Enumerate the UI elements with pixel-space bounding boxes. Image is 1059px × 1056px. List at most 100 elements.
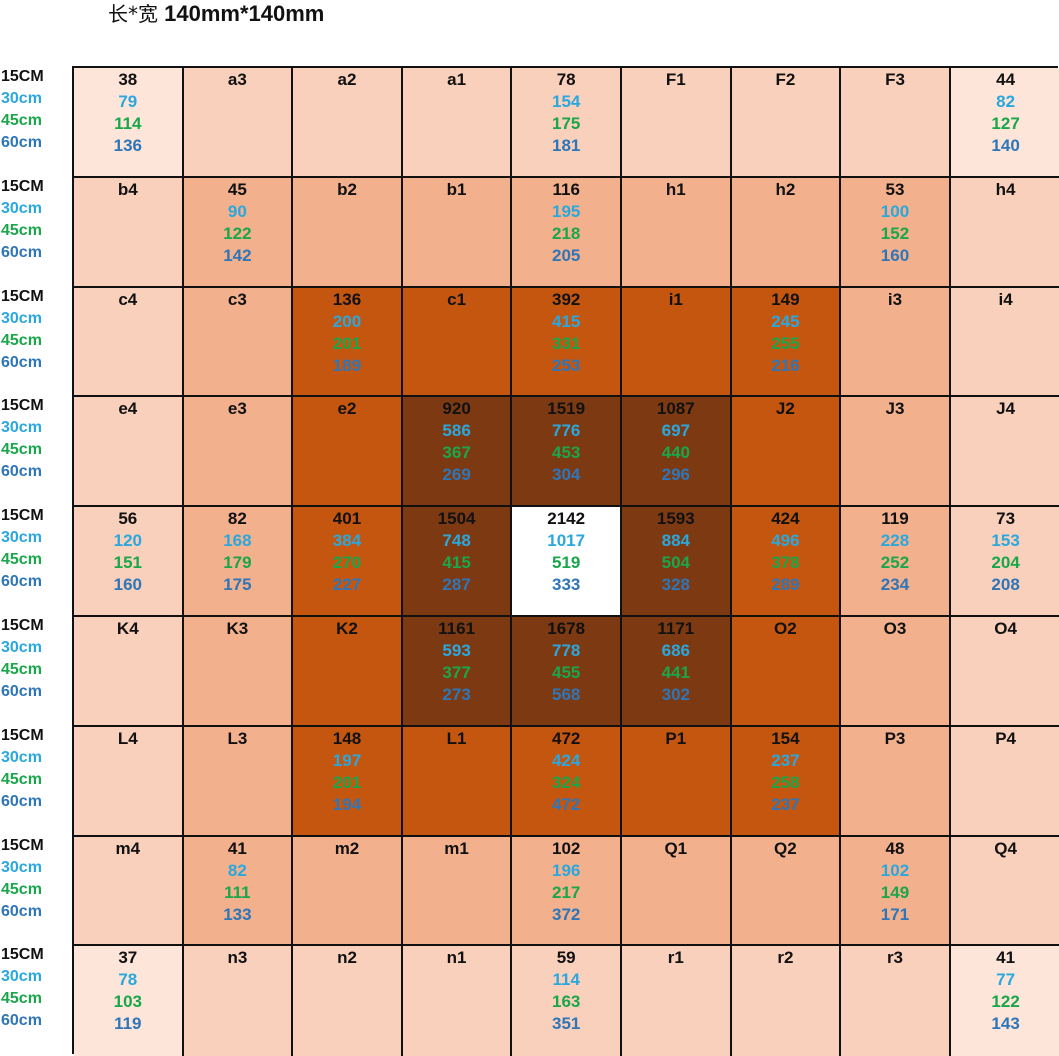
data-label: 41 [227,838,247,858]
data-label: 154 [771,728,800,748]
data-label: 120 [113,531,142,551]
heatmap-cell: L3 [183,726,294,837]
data-label: 331 [552,333,581,353]
data-label: 195 [552,201,581,221]
row-label: 60cm [1,683,42,700]
data-label: 378 [771,553,800,573]
data-label: 377 [442,663,471,682]
data-label: 372 [552,904,581,924]
data-label: 351 [552,1014,581,1034]
cell-id-label: i1 [668,289,683,309]
cell-id-label: n1 [446,948,467,968]
data-label: 227 [332,575,362,595]
data-label: 127 [991,114,1020,133]
data-label: 152 [880,223,910,243]
heatmap-cell: e2 [293,397,403,508]
heatmap-cell: 154 237 258 237 [731,726,842,837]
heatmap-cell: Q4 [950,836,1059,947]
heatmap-cell: c4 [74,287,184,398]
cell-id-label: b4 [117,179,138,199]
data-label: 384 [332,531,362,551]
data-label: 748 [442,531,471,551]
heatmap-cell: 102 196 217 372 [512,836,622,947]
data-label: 2142 [547,509,586,529]
row-label-group: 15CM 30cm 45cm 60cm [0,615,72,725]
heatmap-cell: 56 120 151 160 [74,507,184,617]
data-label: 37 [118,948,138,968]
data-label: 149 [771,289,800,309]
data-label: 245 [771,311,800,331]
row-label: 15CM [1,946,44,964]
row-label-group: 15CM 30cm 45cm 60cm [0,395,72,505]
row-label: 30cm [1,309,42,327]
row-label: 15CM [1,177,44,195]
data-label: 273 [442,685,471,704]
row-label: 60cm [1,792,42,810]
data-label: 216 [771,355,800,375]
data-label: 179 [223,553,252,573]
heatmap-cell: 45 90 122 142 [183,177,294,288]
cell-id-label: F2 [775,70,796,89]
data-label: 302 [661,685,690,704]
data-label: 324 [552,772,581,792]
data-label: 196 [552,860,581,880]
cell-id-label: J2 [775,399,795,419]
data-label: 181 [552,136,581,155]
heatmap-cell: K2 [293,617,403,727]
data-label: 296 [661,465,690,485]
data-label: 424 [552,750,581,770]
data-label: 586 [442,421,471,441]
data-label: 237 [771,750,800,770]
cell-id-label: r1 [667,948,684,968]
heatmap-cell: 149 245 255 216 [731,287,842,398]
row-label-group: 15CM 30cm 45cm 60cm [0,725,72,835]
heatmap-cell: i3 [841,287,951,398]
row-label: 45cm [1,770,42,788]
heatmap-cell: r3 [841,946,951,1056]
data-label: 884 [661,531,690,551]
cell-id-label: P3 [884,728,906,748]
data-label: 234 [880,575,910,595]
cell-id-label: Q4 [994,838,1017,858]
cell-id-label: a3 [227,70,247,89]
data-label: 136 [113,136,142,155]
data-label: 143 [991,1014,1020,1034]
data-label: 200 [332,311,362,331]
heatmap-cell: 392 415 331 253 [512,287,622,398]
heatmap-cell: 920 586 367 269 [402,397,513,508]
cell-id-label: m4 [115,838,141,858]
data-label: 148 [332,728,362,748]
heatmap-cell: m1 [402,836,513,947]
cell-id-label: r3 [886,948,904,968]
row-label: 60cm [1,134,42,151]
data-label: 415 [442,553,471,573]
row-label-group: 15CM 30cm 45cm 60cm [0,835,72,945]
heatmap-cell: 472 424 324 472 [512,726,622,837]
row-label: 15CM [1,507,44,525]
data-label: 440 [661,443,690,463]
heatmap-cell: 1593 884 504 328 [622,507,732,617]
data-label: 1593 [656,509,695,529]
data-label: 78 [118,970,138,990]
row-label: 45cm [1,551,42,569]
cell-id-label: O3 [883,619,907,638]
data-label: 102 [880,860,910,880]
row-label: 45cm [1,331,42,349]
data-label: 56 [118,509,138,529]
cell-id-label: a1 [447,70,467,89]
heatmap-cell: a2 [293,68,403,178]
data-label: 697 [661,421,690,441]
cell-id-label: L3 [227,728,248,748]
data-label: 111 [224,882,251,902]
heatmap-cell: P3 [841,726,951,837]
row-label: 15CM [1,287,44,305]
data-label: 102 [552,838,581,858]
row-label: 30cm [1,199,42,217]
data-label: 154 [552,92,581,111]
cell-id-label: Q2 [774,838,797,858]
cell-id-label: O2 [774,619,797,638]
heatmap-cell: 119 228 252 234 [841,507,951,617]
row-label: 15CM [1,836,44,854]
data-label: 776 [552,421,581,441]
data-label: 133 [223,904,252,924]
